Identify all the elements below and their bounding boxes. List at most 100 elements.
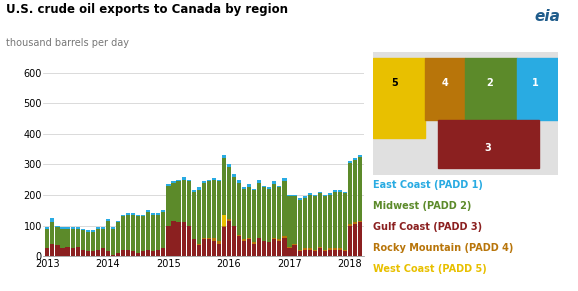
Bar: [272, 184, 276, 238]
Bar: [55, 226, 60, 227]
Text: thousand barrels per day: thousand barrels per day: [6, 38, 129, 48]
Bar: [343, 250, 347, 251]
Bar: [116, 222, 120, 253]
Bar: [323, 250, 327, 251]
Bar: [121, 250, 125, 256]
Bar: [202, 183, 206, 238]
Bar: [267, 189, 272, 242]
Bar: [151, 213, 155, 215]
Bar: [187, 181, 191, 226]
Bar: [197, 245, 201, 256]
Text: U.S. crude oil exports to Canada by region: U.S. crude oil exports to Canada by regi…: [6, 3, 288, 16]
Bar: [91, 230, 95, 232]
Bar: [191, 190, 196, 192]
Bar: [237, 180, 241, 183]
Bar: [298, 250, 302, 251]
Bar: [328, 194, 332, 195]
Text: 1: 1: [532, 78, 539, 88]
Bar: [242, 187, 246, 189]
Bar: [348, 163, 352, 224]
Bar: [353, 160, 357, 222]
Bar: [353, 224, 357, 256]
Bar: [101, 249, 105, 256]
Bar: [116, 221, 120, 222]
Bar: [136, 215, 140, 217]
Bar: [257, 238, 261, 256]
Bar: [283, 178, 287, 181]
Bar: [298, 200, 302, 250]
Bar: [45, 249, 50, 256]
Bar: [141, 217, 145, 251]
Bar: [302, 198, 307, 249]
Bar: [338, 250, 342, 256]
Bar: [333, 250, 337, 256]
Bar: [307, 250, 312, 256]
Bar: [80, 230, 85, 250]
Bar: [272, 238, 276, 239]
FancyBboxPatch shape: [373, 58, 425, 138]
Bar: [287, 196, 291, 247]
Bar: [292, 196, 297, 244]
Bar: [71, 249, 75, 256]
Bar: [358, 155, 362, 157]
Bar: [262, 186, 266, 187]
Bar: [91, 232, 95, 251]
Bar: [86, 230, 90, 232]
Bar: [227, 168, 231, 219]
Bar: [222, 226, 226, 227]
Bar: [101, 229, 105, 249]
Bar: [141, 215, 145, 217]
Bar: [161, 249, 165, 256]
Bar: [247, 184, 251, 187]
Bar: [176, 181, 180, 222]
Bar: [257, 180, 261, 183]
Bar: [212, 180, 216, 238]
Bar: [343, 194, 347, 250]
Bar: [61, 249, 65, 256]
Bar: [156, 213, 161, 215]
Bar: [307, 194, 312, 195]
Bar: [207, 239, 211, 256]
Bar: [65, 229, 69, 247]
Bar: [227, 164, 231, 168]
Bar: [106, 221, 110, 251]
Bar: [358, 157, 362, 221]
Bar: [61, 229, 65, 249]
Bar: [307, 195, 312, 249]
Text: 2: 2: [486, 78, 492, 88]
Bar: [222, 155, 226, 158]
Bar: [202, 239, 206, 256]
Bar: [187, 226, 191, 256]
Bar: [222, 215, 226, 226]
Bar: [45, 227, 50, 229]
Bar: [71, 229, 75, 249]
Bar: [111, 227, 115, 229]
Bar: [252, 242, 256, 244]
Bar: [262, 241, 266, 256]
Bar: [197, 190, 201, 244]
Bar: [287, 249, 291, 256]
Bar: [242, 239, 246, 241]
Bar: [86, 251, 90, 256]
Bar: [247, 187, 251, 238]
Bar: [217, 244, 221, 256]
Bar: [197, 244, 201, 245]
Bar: [272, 181, 276, 184]
Bar: [76, 229, 80, 247]
Bar: [277, 241, 281, 256]
Bar: [323, 196, 327, 250]
Bar: [323, 195, 327, 196]
Bar: [237, 235, 241, 236]
Bar: [318, 247, 322, 249]
Bar: [353, 223, 357, 224]
Bar: [247, 239, 251, 256]
Bar: [121, 215, 125, 217]
Bar: [76, 247, 80, 256]
Bar: [313, 251, 317, 256]
Bar: [292, 195, 297, 196]
Bar: [126, 213, 130, 215]
Bar: [237, 236, 241, 256]
FancyBboxPatch shape: [438, 120, 539, 168]
Bar: [222, 227, 226, 256]
Bar: [181, 180, 186, 222]
